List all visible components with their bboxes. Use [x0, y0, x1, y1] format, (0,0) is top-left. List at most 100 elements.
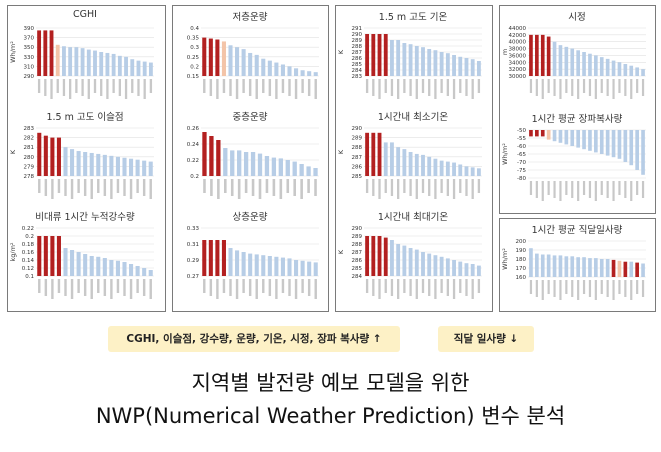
- y-tick-label: 0.4: [190, 26, 199, 32]
- bar: [383, 34, 388, 76]
- bar: [383, 237, 388, 276]
- x-tick-label: [594, 280, 597, 300]
- y-tick-label: 0.3: [190, 45, 199, 51]
- y-tick-label: 283: [352, 74, 363, 80]
- bar: [611, 60, 616, 76]
- y-tick-label: 288: [352, 44, 363, 50]
- x-tick-label: [471, 79, 474, 99]
- y-tick-label: 0.2: [25, 234, 34, 240]
- bar: [445, 53, 450, 76]
- bar: [540, 254, 545, 277]
- y-tick-label: 0.15: [187, 74, 200, 80]
- y-tick-label: 160: [516, 275, 527, 281]
- x-tick-label: [641, 181, 645, 198]
- x-tick-label: [97, 279, 100, 293]
- x-tick-label: [64, 279, 67, 296]
- x-tick-label: [452, 279, 456, 299]
- x-tick-label: [268, 279, 272, 296]
- x-tick-label: [594, 181, 597, 201]
- bar: [402, 245, 407, 276]
- y-tick-label: 0.2: [190, 64, 199, 70]
- x-tick-label: [459, 279, 462, 293]
- x-tick-label: [83, 179, 87, 196]
- x-tick-label: [459, 79, 462, 93]
- bar: [371, 132, 376, 176]
- x-tick-label: [434, 179, 437, 199]
- bar: [433, 255, 438, 276]
- x-tick-label: [112, 79, 115, 93]
- x-tick-label: [64, 179, 67, 196]
- y-tick-label: -80: [517, 176, 526, 182]
- x-tick-label: [535, 181, 538, 198]
- bar: [371, 236, 376, 276]
- bar: [115, 260, 120, 276]
- bar: [546, 130, 551, 140]
- chart-plot: Wh/m² -50 -55 -60 -65 -70 -75 -80: [501, 128, 646, 201]
- bar: [274, 62, 279, 76]
- x-tick-label: [529, 181, 533, 195]
- y-tick-label: 170: [516, 266, 527, 272]
- bar: [264, 156, 270, 176]
- chart-plot: K 290 289 288 287 286 285: [337, 126, 482, 199]
- x-tick-label: [216, 79, 219, 99]
- chart-title: 1시간내 최대기온: [377, 212, 449, 223]
- x-tick-label: [137, 79, 140, 96]
- bar: [62, 46, 66, 76]
- x-tick-label: [440, 79, 443, 93]
- y-tick-label: 0.31: [187, 242, 199, 248]
- x-tick-label: [255, 79, 258, 99]
- y-tick-label: 284: [352, 68, 363, 74]
- bar: [267, 256, 272, 276]
- y-tick-label: 282: [24, 136, 35, 142]
- chart-title: 시정: [568, 12, 586, 23]
- bar: [452, 260, 456, 276]
- bar: [307, 261, 312, 276]
- x-tick-label: [62, 79, 66, 96]
- bar: [254, 54, 259, 76]
- bar: [248, 52, 253, 76]
- x-tick-label: [384, 179, 387, 193]
- bar: [371, 34, 376, 76]
- x-tick-label: [624, 280, 627, 297]
- bar: [552, 130, 557, 142]
- x-tick-label: [203, 179, 206, 193]
- bar: [287, 258, 292, 276]
- chart-title: 1.5 m 고도 기온: [378, 12, 448, 23]
- bar: [540, 130, 545, 137]
- bar: [241, 49, 246, 76]
- y-tick-label: 287: [352, 50, 363, 56]
- y-tick-label: 278: [24, 174, 35, 180]
- x-tick-label: [136, 179, 139, 193]
- bar: [306, 166, 311, 176]
- bar: [576, 50, 580, 76]
- x-tick-label: [242, 279, 245, 293]
- x-tick-label: [565, 181, 568, 195]
- x-tick-label: [452, 79, 456, 99]
- x-tick-label: [421, 279, 425, 293]
- bar: [402, 149, 407, 176]
- bar: [390, 240, 394, 276]
- bar: [464, 166, 469, 176]
- bar: [109, 260, 114, 276]
- bar: [267, 60, 272, 76]
- x-tick-label: [618, 181, 621, 195]
- x-tick-label: [56, 79, 59, 93]
- x-tick-label: [582, 181, 586, 195]
- x-tick-label: [624, 181, 627, 198]
- bar: [552, 255, 557, 277]
- x-tick-label: [365, 279, 369, 293]
- x-tick-label: [307, 179, 310, 193]
- bar: [208, 240, 213, 276]
- x-tick-label: [248, 279, 252, 296]
- x-tick-label: [397, 279, 400, 299]
- y-tick-label: 30000: [509, 74, 527, 80]
- x-tick-label: [116, 279, 120, 293]
- bar: [535, 130, 539, 137]
- bar: [261, 255, 266, 276]
- bar: [124, 56, 128, 76]
- x-tick-label: [612, 280, 615, 300]
- bar: [86, 49, 91, 76]
- bar: [248, 253, 253, 276]
- bar: [292, 161, 297, 176]
- bar: [433, 50, 438, 76]
